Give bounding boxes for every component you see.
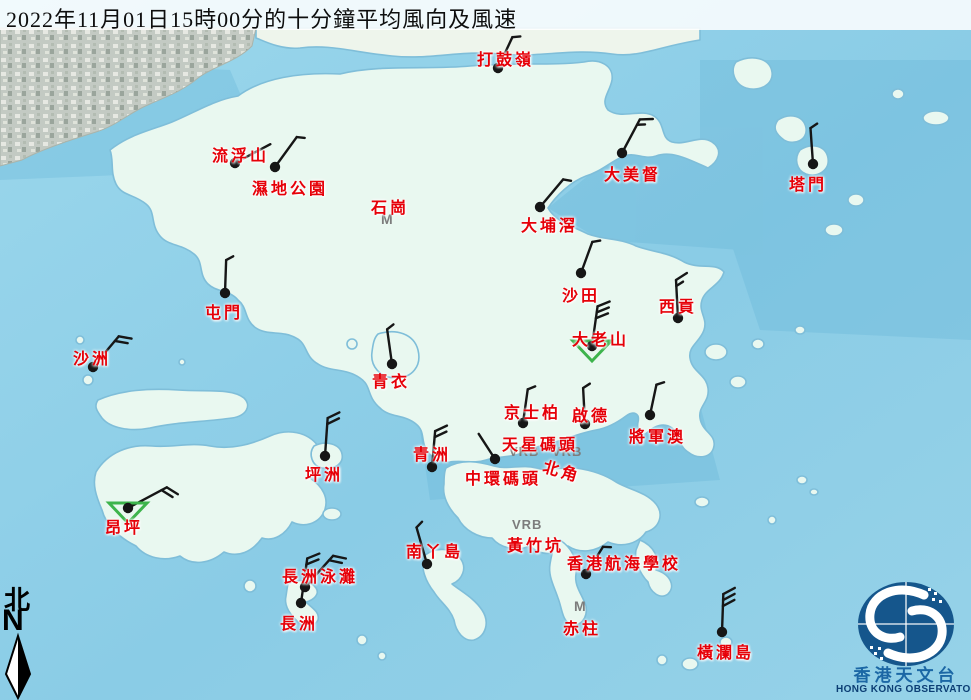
station-label: 青洲 xyxy=(413,447,452,464)
station-label: 西貢 xyxy=(659,299,698,316)
station-dot xyxy=(229,157,241,169)
station-dot xyxy=(421,558,433,570)
station-dot xyxy=(386,358,398,370)
station-dot xyxy=(807,158,819,170)
station-label: 啟德 xyxy=(572,408,611,425)
north-arrow-icon xyxy=(4,632,32,700)
compass-label-zh: 北 xyxy=(4,586,31,615)
wind-barb xyxy=(269,135,306,173)
station-dot xyxy=(672,312,684,324)
wind-barb xyxy=(295,552,321,609)
wind-barb xyxy=(477,432,501,465)
station-label: 京士柏 xyxy=(504,405,562,422)
station-label: 沙洲 xyxy=(73,351,112,368)
station-dot xyxy=(122,502,134,514)
station-label: 青衣 xyxy=(372,374,411,391)
wind-barb xyxy=(534,178,573,213)
station-dot xyxy=(579,418,591,430)
station-dot xyxy=(426,461,438,473)
station-dot xyxy=(219,287,231,299)
variable-wind-tag: VRB xyxy=(512,517,543,532)
station-dot xyxy=(616,147,628,159)
wind-barb xyxy=(575,239,602,279)
missing-data-tag: M xyxy=(574,598,586,614)
wind-barb xyxy=(580,545,613,580)
wind-barb xyxy=(229,143,272,169)
station-label: 打鼓嶺 xyxy=(477,52,535,69)
station-label: 黃竹坑 xyxy=(507,538,565,555)
wind-barb xyxy=(569,300,615,364)
station-dot xyxy=(489,453,501,465)
station-label: 塔門 xyxy=(789,177,828,194)
station-label: 濕地公園 xyxy=(252,181,329,198)
wind-barb xyxy=(426,424,449,473)
map-title: 2022年11月01日15時00分的十分鐘平均風向及風速 xyxy=(6,7,518,32)
wind-barb xyxy=(415,520,433,570)
station-label: 昂坪 xyxy=(105,520,144,537)
station-label: 沙田 xyxy=(562,288,601,305)
station-label: 大老山 xyxy=(572,332,630,349)
station-dot xyxy=(87,361,99,373)
station-label: 屯門 xyxy=(205,305,244,322)
station-dot xyxy=(492,62,504,74)
station-dot xyxy=(319,450,331,462)
station-label: 赤柱 xyxy=(563,621,602,638)
station-label: 石崗 xyxy=(371,200,410,217)
station-label: 將軍澳 xyxy=(629,429,687,446)
wind-barb xyxy=(385,323,398,370)
wind-barb xyxy=(616,117,655,159)
wind-barb xyxy=(807,122,819,170)
station-label: 長洲泳灘 xyxy=(282,569,359,586)
station-label: 香港航海學校 xyxy=(567,556,682,573)
station-dot xyxy=(575,267,587,279)
station-label: 南丫島 xyxy=(406,544,464,561)
logo-name-en: HONG KONG OBSERVATORY xyxy=(836,684,971,695)
shenzhen-urban-area xyxy=(0,27,257,167)
station-dot xyxy=(580,568,592,580)
wind-barb xyxy=(87,335,133,373)
station-dot xyxy=(295,597,307,609)
land-masses xyxy=(75,27,950,671)
station-dot xyxy=(269,161,281,173)
station-dot xyxy=(586,340,598,352)
station-label: 中環碼頭 xyxy=(465,471,542,488)
wind-barb xyxy=(492,35,522,74)
station-dot xyxy=(716,626,728,638)
station-dot xyxy=(644,409,656,421)
missing-data-tag: M xyxy=(381,211,393,227)
wind-barb xyxy=(319,411,341,462)
variable-wind-tag: VRB xyxy=(509,444,540,459)
station-label: 大美督 xyxy=(604,167,662,184)
station-label: 大埔滘 xyxy=(521,218,579,235)
logo-name-zh: 香港天文台 xyxy=(853,666,959,685)
wind-barb xyxy=(219,255,235,299)
wind-barb xyxy=(105,486,180,526)
hko-logo-icon xyxy=(858,582,954,666)
station-label: 坪洲 xyxy=(305,467,344,484)
wind-barb xyxy=(517,385,537,429)
station-label: 流浮山 xyxy=(212,148,270,165)
station-dot xyxy=(534,201,546,213)
station-label: 橫瀾島 xyxy=(697,645,755,662)
variable-wind-tag: VRB xyxy=(552,444,583,459)
station-label: 長洲 xyxy=(280,616,319,633)
station-label: 天星碼頭 xyxy=(502,437,579,454)
wind-barb xyxy=(716,586,737,638)
title-bar: 2022年11月01日15時00分的十分鐘平均風向及風速 xyxy=(0,0,971,32)
wind-barb xyxy=(672,271,689,324)
wind-barb xyxy=(644,381,666,421)
wind-barb xyxy=(579,382,592,430)
station-dot xyxy=(517,417,529,429)
compass-label-n: N xyxy=(2,604,24,637)
